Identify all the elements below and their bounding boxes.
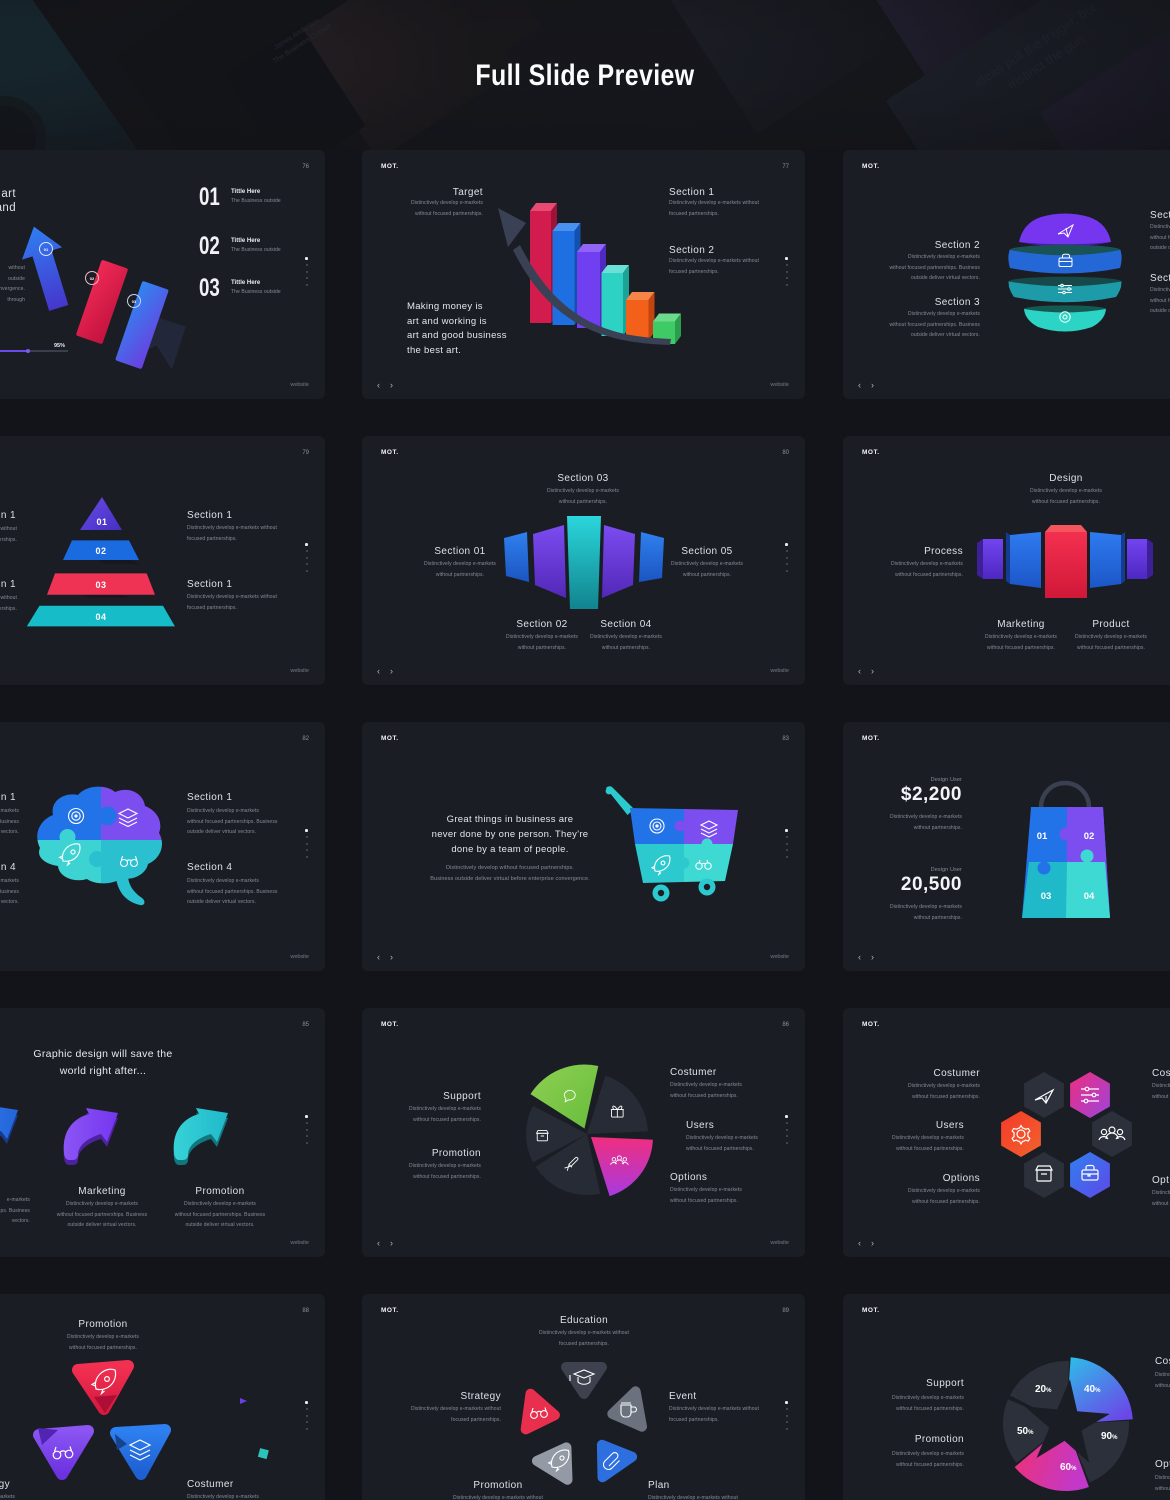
svg-text:20%: 20% xyxy=(1035,1384,1052,1395)
svg-text:02: 02 xyxy=(1084,831,1095,842)
svg-text:01: 01 xyxy=(44,247,49,252)
svg-text:03: 03 xyxy=(1041,891,1052,902)
svg-text:01: 01 xyxy=(1037,831,1048,842)
svg-text:03: 03 xyxy=(132,299,137,304)
svg-text:04: 04 xyxy=(95,612,106,622)
svg-text:03: 03 xyxy=(95,580,106,590)
svg-text:02: 02 xyxy=(95,546,106,556)
svg-text:90%: 90% xyxy=(1101,1431,1118,1442)
svg-text:95%: 95% xyxy=(54,343,65,349)
svg-text:60%: 60% xyxy=(1060,1462,1077,1473)
svg-text:50%: 50% xyxy=(1017,1426,1034,1437)
svg-text:01: 01 xyxy=(96,517,107,527)
svg-text:02: 02 xyxy=(90,276,95,281)
svg-text:04: 04 xyxy=(1084,891,1095,902)
svg-text:40%: 40% xyxy=(1084,1384,1101,1395)
